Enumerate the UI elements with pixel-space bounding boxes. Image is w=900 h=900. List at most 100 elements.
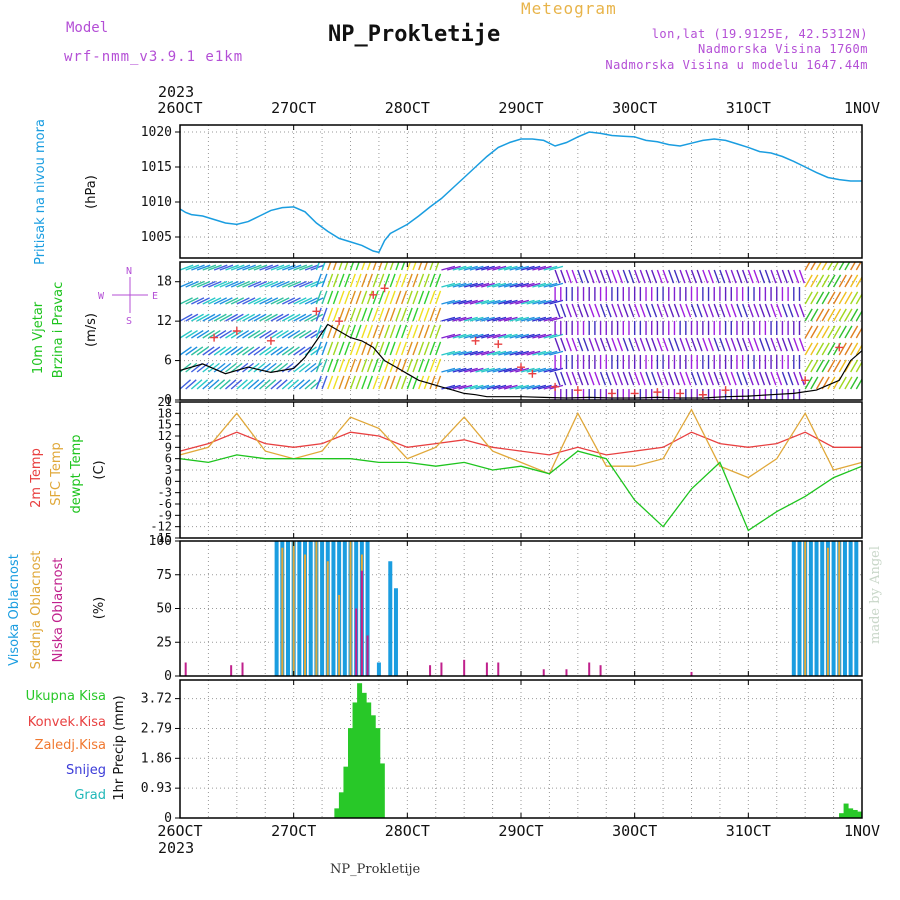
wind-barb	[208, 280, 222, 288]
wind-barb	[355, 358, 362, 373]
wind-barb	[383, 307, 391, 322]
wind-barb	[549, 282, 564, 288]
wind-barb	[242, 280, 256, 288]
wind-barb	[656, 303, 663, 318]
wind-barb	[315, 358, 322, 373]
wind-barb	[315, 375, 322, 390]
wind-barb	[349, 290, 356, 305]
wind-barb	[180, 329, 193, 339]
wind-barb	[832, 262, 840, 271]
pressure-label: Pritisak na nivou mora	[33, 119, 48, 265]
wind-barb	[463, 367, 478, 373]
wind-barb	[645, 269, 652, 284]
wind-barb	[526, 282, 541, 288]
y-tick-label: 12	[156, 314, 172, 329]
cloud-unit: (%)	[92, 597, 107, 620]
wind-barb	[446, 316, 461, 322]
wind-barb	[344, 375, 351, 390]
wind-barb	[452, 265, 467, 271]
wind-barb	[253, 362, 266, 373]
wind-barb	[787, 269, 794, 284]
wind-barb	[605, 269, 612, 284]
wind-barb	[861, 336, 862, 338]
cloud-bar-2	[366, 635, 369, 676]
wind-barb	[446, 384, 461, 390]
wind-barb	[827, 262, 834, 271]
sfc-label: SFC Temp	[49, 442, 64, 506]
wind-barb	[515, 367, 530, 373]
wind-barb	[481, 367, 495, 373]
wind-barb	[469, 350, 484, 356]
wind-barb	[520, 367, 535, 373]
wind-barb	[264, 313, 278, 322]
wind-barb	[628, 337, 635, 352]
wind-barb	[634, 303, 641, 318]
wind-barb	[549, 350, 564, 356]
wind-gust-mark	[517, 363, 525, 372]
wind-barb	[838, 291, 847, 305]
wind-barb	[850, 359, 859, 373]
wind-barb	[741, 337, 749, 352]
wind-barb	[560, 371, 567, 386]
wind-barb	[219, 297, 233, 305]
wind-barb	[747, 337, 754, 352]
wind-barb	[298, 346, 312, 356]
cloud-bar-2	[565, 669, 568, 676]
wind-barb	[520, 316, 535, 322]
compass-n: N	[126, 266, 132, 277]
wind-barb	[810, 308, 819, 322]
wind-barb	[549, 316, 564, 322]
wind-barb	[781, 337, 788, 352]
wind-barb	[264, 297, 279, 305]
wind-barb	[327, 262, 332, 271]
cloud-bar-0	[331, 541, 336, 676]
y-tick-label: 9	[165, 440, 172, 454]
wind-barb	[469, 333, 484, 339]
wind-barb	[724, 337, 732, 352]
wind-barb	[293, 280, 307, 288]
page-title: NP_Prokletije	[328, 22, 501, 47]
cloud-bar-2	[230, 665, 233, 676]
wind-barb	[327, 273, 334, 288]
wind-barb	[191, 297, 205, 305]
wind-barb	[349, 262, 355, 271]
wind-barb	[634, 337, 641, 352]
wind-barb	[213, 280, 228, 288]
wind-barb	[605, 303, 612, 318]
wind-barb	[321, 290, 328, 305]
wind-barb	[821, 325, 830, 339]
wind-barb	[338, 290, 345, 305]
wind-barb	[435, 375, 442, 390]
wind-barb	[787, 371, 794, 386]
wind-barb	[315, 273, 322, 288]
wind-barb	[327, 290, 334, 305]
cloud-bar-2	[184, 662, 187, 676]
wind-barb	[855, 292, 862, 305]
wind-barb	[498, 316, 512, 322]
wind-barb	[412, 290, 419, 305]
cloud-bar-0	[831, 541, 836, 676]
wind-barb	[844, 325, 853, 339]
wind-barb	[844, 274, 853, 288]
wind-barb	[190, 329, 204, 339]
wind-barb	[412, 324, 419, 339]
wind-barbs	[180, 262, 862, 400]
wind-barb	[498, 299, 512, 305]
y-tick-label: 3	[165, 463, 172, 477]
wind-barb	[366, 375, 373, 390]
wind-barb	[537, 299, 552, 305]
wind-barb	[225, 379, 237, 390]
wind-barb	[463, 333, 478, 339]
wind-barb	[321, 375, 328, 390]
wind-barb	[798, 269, 805, 284]
cloud-bar-0	[814, 541, 819, 676]
wind-barb	[236, 346, 249, 356]
wind-barb	[719, 371, 726, 386]
wind-gust-mark	[494, 340, 503, 349]
precip-legend-0: Ukupna Kisa	[26, 689, 106, 704]
wind-barb	[690, 337, 697, 352]
wind-barb	[299, 297, 313, 305]
wind-barb	[366, 358, 373, 373]
wind-barb	[770, 337, 777, 352]
wind-barb	[361, 375, 368, 390]
